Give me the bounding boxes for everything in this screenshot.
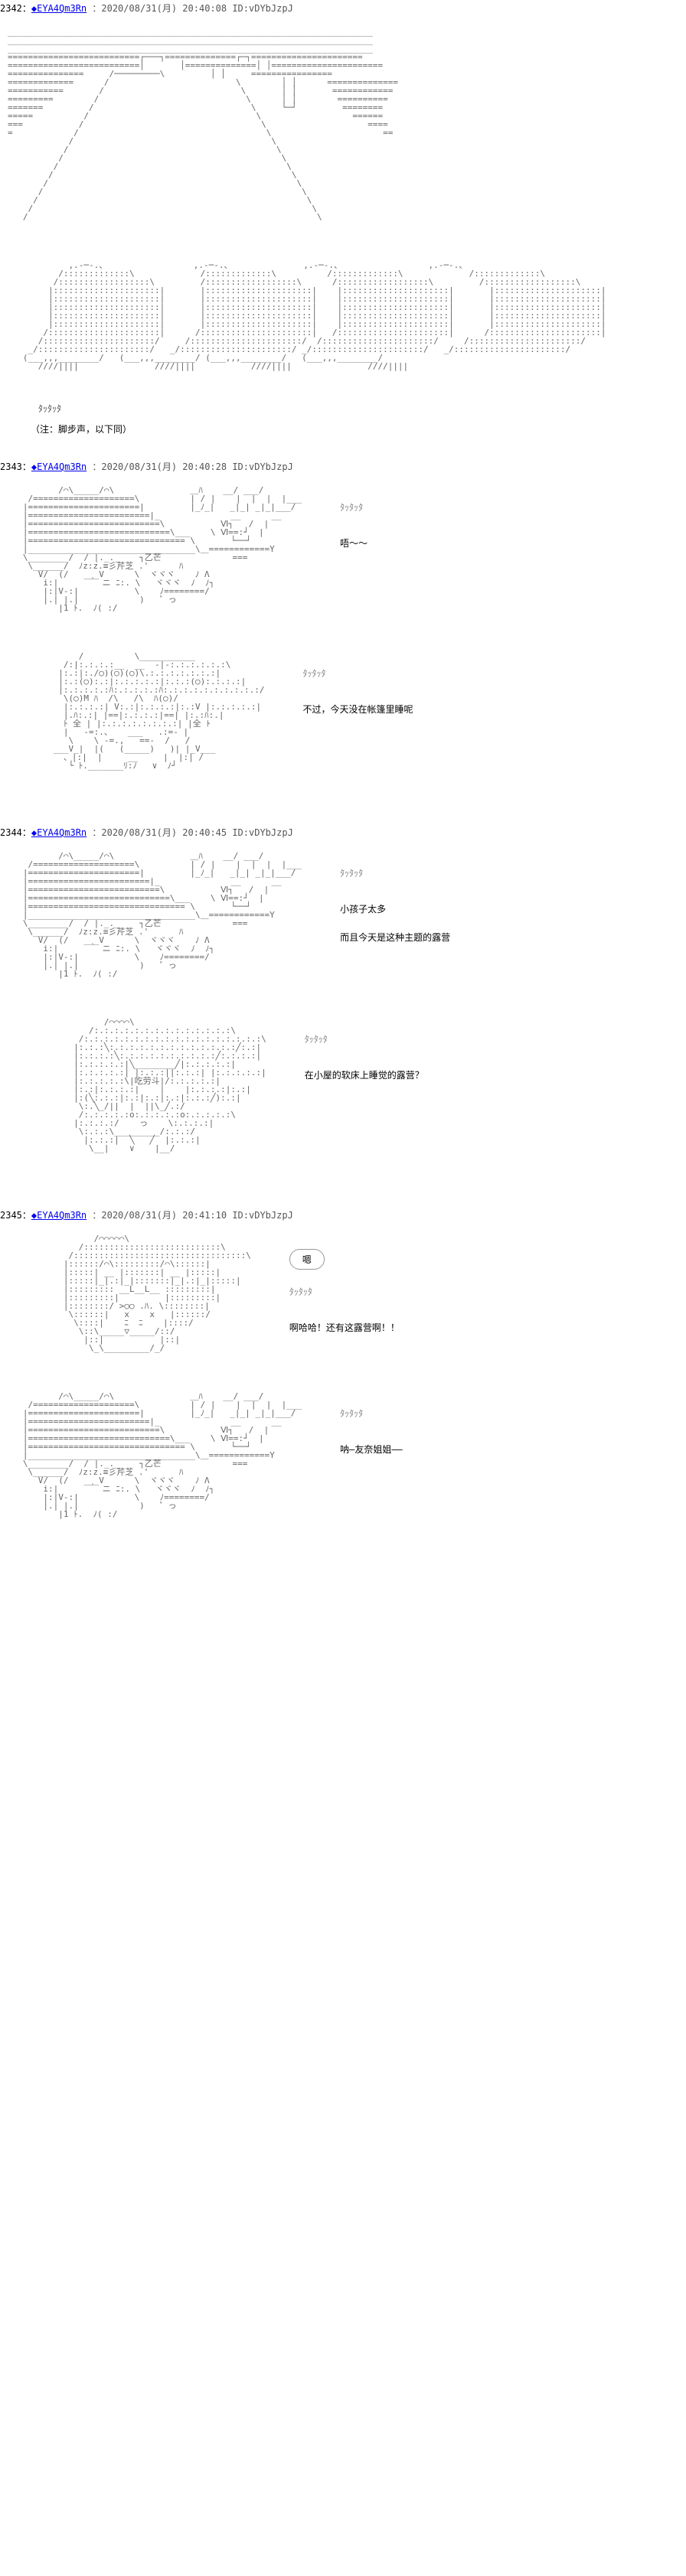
sfx-text: ﾀｯﾀｯﾀ	[305, 1032, 424, 1045]
side-text: ﾀｯﾀｯﾀ 不过，今天没在帐篷里睡呢	[303, 644, 413, 731]
panel-row: /⌒\_____/⌒\ ＿ﾊ __/ ___/ /===============…	[8, 478, 686, 621]
dialogue-line: 唔～～	[340, 536, 368, 549]
panel-row: ________________________________________…	[8, 19, 686, 230]
post: 2344：◆EYA4Qm3Rn ：2020/08/31(月) 20:40:45 …	[0, 824, 686, 1192]
ascii-art: /⌒⌒⌒⌒\ /:.:.:.:.:.:.:.:.:.:.:.:.:.:\ /:.…	[8, 1018, 266, 1153]
dialogue-line: 在小屋的软床上睡觉的露营？	[305, 1068, 424, 1081]
post-trip[interactable]: ◆EYA4Qm3Rn	[31, 827, 87, 838]
ascii-art: /⌒\_____/⌒\ ＿ﾊ __/ ___/ /===============…	[8, 486, 302, 612]
panel-row: /⌒\_____/⌒\ ＿ﾊ __/ ___/ /===============…	[8, 1384, 686, 1527]
post-number: 2343：	[0, 461, 31, 472]
side-text: 嗯 ﾀｯﾀｯﾀ 啊哈哈！还有这露营啊！！	[289, 1226, 400, 1349]
post-number: 2342：	[0, 3, 31, 14]
panel-row: /⌒⌒⌒⌒⌒\ /:::::::::::::::::::::::::::\ /:…	[8, 1226, 686, 1361]
sfx-text: ﾀｯﾀｯﾀ	[289, 1285, 400, 1298]
dialogue-line: 不过，今天没在帐篷里睡呢	[303, 703, 413, 716]
side-text: ﾀｯﾀｯﾀ 小孩子太多而且今天是这种主题的露营	[340, 843, 450, 959]
post-header: 2343：◆EYA4Qm3Rn ：2020/08/31(月) 20:40:28 …	[0, 458, 686, 474]
post-trip[interactable]: ◆EYA4Qm3Rn	[31, 461, 87, 472]
post-number: 2344：	[0, 827, 31, 838]
panel-row: / \___________ /:|:.:.:.:__ __ -|-:.:.:.…	[8, 644, 686, 778]
side-text: ﾀｯﾀｯﾀ 在小屋的软床上睡觉的露营？	[305, 1009, 424, 1097]
sfx-text: ﾀｯﾀｯﾀ	[340, 866, 450, 879]
speech-bubble: 嗯	[289, 1249, 325, 1270]
sfx-label: ﾀｯﾀｯﾀ	[38, 402, 686, 415]
ascii-art: ________________________________________…	[8, 28, 398, 221]
post-meta: ：2020/08/31(月) 20:40:28 ID:vDYbJzpJ	[87, 461, 293, 472]
ascii-art: /⌒\_____/⌒\ ＿ﾊ __/ ___/ /===============…	[8, 1392, 302, 1518]
dialogue-line: 呐―友奈姐姐――	[340, 1443, 403, 1456]
post-meta: ：2020/08/31(月) 20:40:45 ID:vDYbJzpJ	[87, 827, 293, 838]
post-body: /⌒⌒⌒⌒⌒\ /:::::::::::::::::::::::::::\ /:…	[0, 1223, 686, 1557]
sfx-text: ﾀｯﾀｯﾀ	[340, 1407, 403, 1420]
post-header: 2345：◆EYA4Qm3Rn ：2020/08/31(月) 20:41:10 …	[0, 1207, 686, 1223]
ascii-art: /⌒\_____/⌒\ ＿ﾊ __/ ___/ /===============…	[8, 852, 302, 978]
post-body: /⌒\_____/⌒\ ＿ﾊ __/ ___/ /===============…	[0, 840, 686, 1192]
dialogue-line: 啊哈哈！还有这露营啊！！	[289, 1321, 400, 1334]
sfx-text: ﾀｯﾀｯﾀ	[303, 667, 413, 680]
sfx-text: ﾀｯﾀｯﾀ	[340, 501, 368, 514]
dialogue-line: 而且今天是这种主题的露营	[340, 931, 450, 944]
side-text: ﾀｯﾀｯﾀ 呐―友奈姐姐――	[340, 1384, 403, 1471]
post-meta: ：2020/08/31(月) 20:41:10 ID:vDYbJzpJ	[87, 1210, 293, 1221]
ascii-art: ,.-─-.、 ,.-─-.、 ,.-─-.、 ,.-─-.、 /:::::::…	[8, 261, 606, 370]
ascii-art: / \___________ /:|:.:.:.:__ __ -|-:.:.:.…	[8, 652, 265, 770]
post: 2342：◆EYA4Qm3Rn ：2020/08/31(月) 20:40:08 …	[0, 0, 686, 443]
post-number: 2345：	[0, 1210, 31, 1221]
post: 2343：◆EYA4Qm3Rn ：2020/08/31(月) 20:40:28 …	[0, 458, 686, 809]
post-trip[interactable]: ◆EYA4Qm3Rn	[31, 1210, 87, 1221]
post-trip[interactable]: ◆EYA4Qm3Rn	[31, 3, 87, 14]
dialogue-line: 小孩子太多	[340, 902, 450, 915]
panel-row: /⌒\_____/⌒\ ＿ﾊ __/ ___/ /===============…	[8, 843, 686, 986]
post-header: 2342：◆EYA4Qm3Rn ：2020/08/31(月) 20:40:08 …	[0, 0, 686, 16]
post-meta: ：2020/08/31(月) 20:40:08 ID:vDYbJzpJ	[87, 3, 293, 14]
ascii-art: /⌒⌒⌒⌒⌒\ /:::::::::::::::::::::::::::\ /:…	[8, 1234, 251, 1352]
post: 2345：◆EYA4Qm3Rn ：2020/08/31(月) 20:41:10 …	[0, 1207, 686, 1557]
panel-row: /⌒⌒⌒⌒\ /:.:.:.:.:.:.:.:.:.:.:.:.:.:\ /:.…	[8, 1009, 686, 1161]
post-body: /⌒\_____/⌒\ ＿ﾊ __/ ___/ /===============…	[0, 474, 686, 809]
post-header: 2344：◆EYA4Qm3Rn ：2020/08/31(月) 20:40:45 …	[0, 824, 686, 840]
translation-note: （注：脚步声，以下同）	[31, 422, 686, 435]
post-body: ________________________________________…	[0, 16, 686, 443]
panel-row: ,.-─-.、 ,.-─-.、 ,.-─-.、 ,.-─-.、 /:::::::…	[8, 253, 686, 379]
side-text: ﾀｯﾀｯﾀ 唔～～	[340, 478, 368, 565]
